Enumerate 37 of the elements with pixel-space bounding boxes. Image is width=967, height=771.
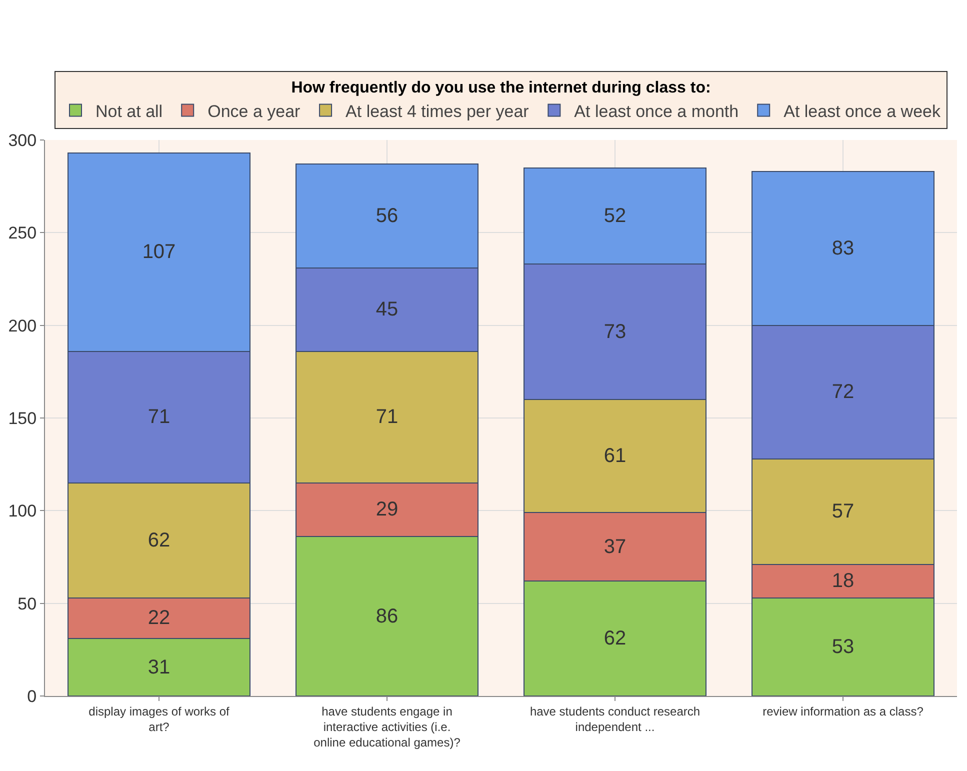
data-label: 73 — [604, 320, 626, 343]
data-label: 52 — [604, 204, 626, 227]
data-label: 53 — [832, 636, 854, 658]
legend-title: How frequently do you use the internet during class to: — [291, 80, 711, 97]
data-label: 86 — [376, 605, 398, 628]
data-label: 72 — [832, 381, 854, 404]
y-tick-label: 300 — [8, 130, 37, 150]
data-label: 31 — [148, 656, 170, 678]
x-tick-label: review information as a class? — [762, 704, 924, 718]
legend-label: At least once a month — [574, 102, 739, 121]
data-label: 62 — [148, 529, 170, 552]
data-label: 45 — [376, 298, 398, 321]
y-tick-label: 50 — [18, 594, 37, 614]
y-tick-label: 250 — [8, 224, 37, 243]
x-tick-label: have students engage in interactive activities (i.e. online educational games)? — [314, 704, 461, 750]
data-label: 22 — [148, 607, 170, 630]
data-label: 71 — [148, 406, 170, 428]
data-label: 83 — [832, 237, 854, 260]
y-tick-label: 0 — [27, 686, 37, 706]
data-label: 56 — [376, 204, 398, 227]
y-tick-label: 100 — [8, 502, 37, 521]
data-label: 107 — [142, 241, 176, 264]
x-tick-label: have students conduct research independent ... — [530, 704, 700, 734]
data-label: 37 — [604, 536, 626, 558]
data-label: 62 — [604, 628, 626, 650]
y-tick-label: 200 — [8, 316, 37, 336]
data-label: 71 — [376, 406, 398, 428]
legend-label: Once a year — [208, 102, 301, 121]
legend-label: At least once a week — [784, 102, 941, 121]
x-tick-label: display images of works of art? — [88, 704, 230, 734]
data-label: 18 — [832, 570, 854, 592]
legend-label: Not at all — [96, 102, 163, 121]
data-label: 29 — [376, 498, 398, 521]
y-tick-label: 150 — [8, 408, 37, 428]
data-label: 61 — [604, 444, 626, 467]
legend-label: At least 4 times per year — [346, 102, 530, 121]
data-label: 57 — [832, 500, 854, 523]
